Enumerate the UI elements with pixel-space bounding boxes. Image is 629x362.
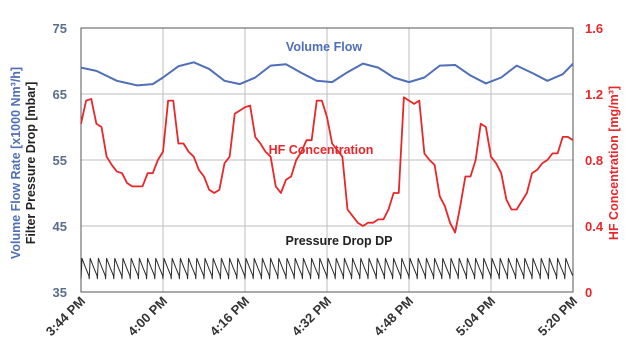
left-tick-label: 75	[53, 21, 67, 36]
left-tick-label: 45	[53, 219, 67, 234]
volume-flow-line	[80, 61, 574, 87]
x-tick-label: 3:44 PM	[43, 294, 88, 339]
x-tick-label: 4:32 PM	[289, 294, 334, 339]
hf-concentration-line	[80, 96, 574, 234]
right-axis-ticks: 0 0.4 0.8 1.2 1.6	[585, 21, 604, 300]
series-layer	[80, 61, 574, 280]
left-axis-ticks: 35 45 55 65 75	[53, 21, 67, 300]
x-tick-label: 4:48 PM	[371, 294, 416, 339]
right-axis-title: HF Concentration [mg/m³]	[607, 86, 621, 240]
x-tick-label: 4:16 PM	[207, 294, 252, 339]
grid-lines	[80, 27, 574, 293]
x-tick-label: 5:20 PM	[535, 294, 580, 339]
pressure-drop-label: Pressure Drop DP	[286, 234, 393, 248]
left-tick-label: 65	[53, 87, 67, 102]
left-tick-label: 55	[53, 153, 67, 168]
x-axis-ticks: 3:44 PM 4:00 PM 4:16 PM 4:32 PM 4:48 PM 5:04 …	[43, 294, 580, 339]
x-tick-label: 4:00 PM	[125, 294, 170, 339]
right-tick-label: 1.2	[585, 87, 603, 102]
right-tick-label: 0.4	[585, 219, 604, 234]
pressure-drop-line	[80, 257, 574, 280]
hf-concentration-label: HF Concentration	[269, 143, 374, 157]
left-axis-title-line2: Filter Pressure Drop [mbar]	[24, 82, 38, 245]
plot-frame	[80, 27, 574, 293]
x-tick-label: 5:04 PM	[453, 294, 498, 339]
right-tick-label: 0.8	[585, 153, 603, 168]
right-tick-label: 0	[585, 285, 592, 300]
right-tick-label: 1.6	[585, 21, 603, 36]
left-tick-label: 35	[53, 285, 67, 300]
left-axis-title-line1: Volume Flow Rate [x1000 Nm³/h]	[9, 67, 23, 259]
volume-flow-label: Volume Flow	[286, 40, 362, 54]
